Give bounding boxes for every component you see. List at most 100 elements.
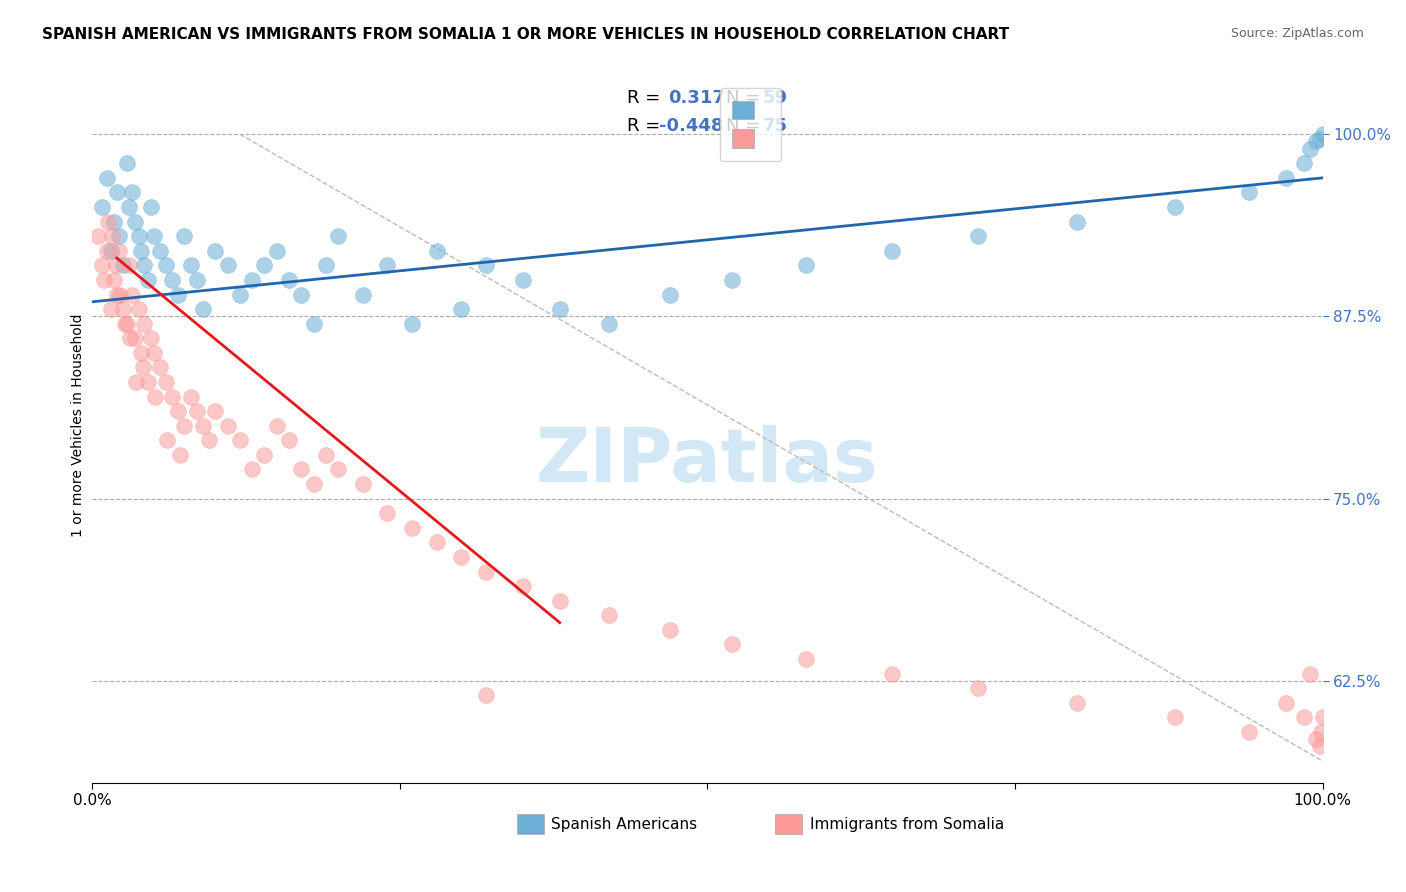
Point [125,375,148,389]
Point [191,418,214,433]
Point [315,448,337,462]
Point [377,506,399,520]
Point [217,258,239,272]
Point [118,200,141,214]
Point [131,244,153,258]
Point [721,637,744,651]
Point [217,418,239,433]
Point [290,462,312,476]
Point [253,448,276,462]
Point [167,404,190,418]
Point [105,287,128,301]
Point [132,317,155,331]
Point [1309,131,1331,145]
Text: Source: ZipAtlas.com: Source: ZipAtlas.com [1230,27,1364,40]
Point [1066,214,1088,228]
Point [155,258,177,272]
Point [328,462,350,476]
Point [1274,696,1296,710]
Text: Immigrants from Somalia: Immigrants from Somalia [810,817,1004,832]
Point [108,244,131,258]
Point [880,666,903,681]
Point [1305,732,1327,747]
Point [141,200,163,214]
Point [186,273,208,287]
Point [103,214,125,228]
Point [1309,739,1331,754]
Point [173,229,195,244]
Point [1164,710,1187,724]
Point [475,565,498,579]
Point [1312,710,1334,724]
Point [110,287,132,301]
Point [167,287,190,301]
Point [118,258,141,272]
Point [967,681,990,695]
Point [1294,156,1316,170]
Point [659,623,682,637]
Point [101,229,124,244]
Point [278,273,301,287]
Point [548,302,571,317]
Point [266,418,288,433]
Text: R =: R = [627,88,661,106]
Point [598,317,620,331]
Point [180,258,202,272]
Text: 0.317: 0.317 [668,88,725,106]
Point [91,200,114,214]
Point [475,258,498,272]
Point [475,689,498,703]
Point [721,273,744,287]
Point [100,302,122,317]
Text: ZIPatlas: ZIPatlas [536,425,879,498]
Point [191,302,214,317]
Point [160,390,183,404]
Point [512,273,534,287]
Legend: , : , [720,88,782,161]
Point [253,258,276,272]
Text: 59: 59 [762,88,787,106]
Point [87,229,110,244]
Point [96,170,118,185]
Point [136,273,159,287]
Point [598,608,620,623]
Point [128,229,150,244]
Point [229,287,252,301]
Text: N =: N = [725,117,761,135]
Point [105,186,128,200]
Point [180,390,202,404]
Point [1299,142,1322,156]
Point [111,302,134,317]
Text: N =: N = [725,88,761,106]
Point [1299,666,1322,681]
Point [240,273,263,287]
Point [120,331,142,345]
Text: SPANISH AMERICAN VS IMMIGRANTS FROM SOMALIA 1 OR MORE VEHICLES IN HOUSEHOLD CORR: SPANISH AMERICAN VS IMMIGRANTS FROM SOMA… [42,27,1010,42]
Point [1294,710,1316,724]
Point [266,244,288,258]
Point [794,258,817,272]
Point [315,258,337,272]
Point [186,404,208,418]
Text: Spanish Americans: Spanish Americans [551,817,697,832]
Point [352,477,374,491]
Point [880,244,903,258]
Point [290,287,312,301]
Point [967,229,990,244]
Point [155,375,177,389]
Point [131,360,153,375]
Point [204,404,226,418]
Point [1164,200,1187,214]
Point [377,258,399,272]
Point [156,434,179,448]
Point [104,258,127,272]
Point [103,273,125,287]
Point [198,434,221,448]
Point [124,214,146,228]
Text: R =: R = [627,117,661,135]
Point [100,244,122,258]
Point [426,244,449,258]
Point [204,244,226,258]
Point [278,434,301,448]
Point [160,273,183,287]
